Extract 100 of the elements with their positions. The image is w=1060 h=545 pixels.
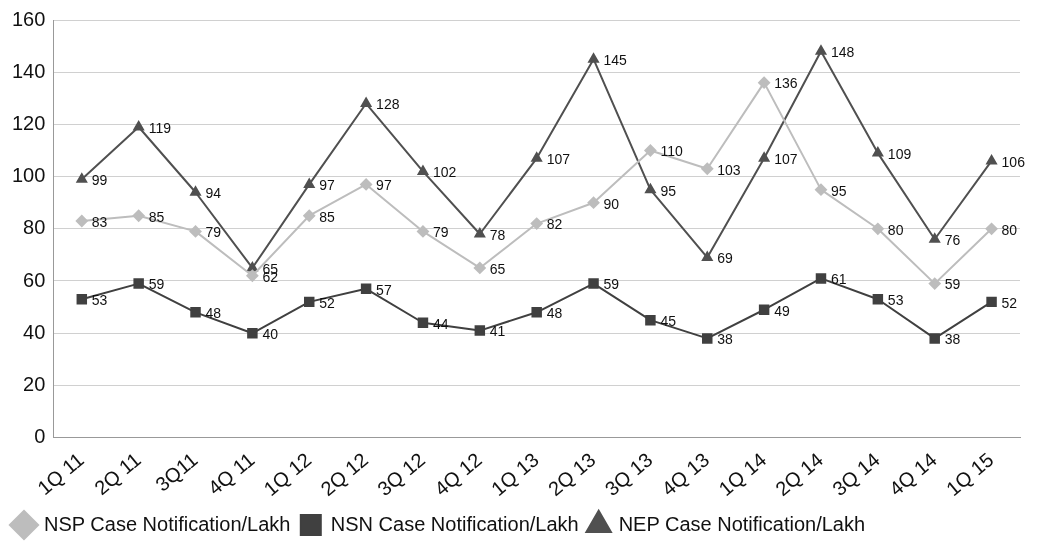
data-label: 61	[830, 271, 847, 288]
point	[701, 251, 713, 262]
data-label: 45	[660, 313, 677, 330]
y-tick-label: 0	[34, 425, 46, 448]
data-label: 94	[205, 185, 222, 202]
x-tick-label: 4Q 14	[884, 448, 941, 501]
x-tick-label: 3Q 13	[600, 448, 657, 501]
data-label: 148	[830, 44, 855, 61]
data-label: 78	[489, 226, 506, 243]
data-label: 53	[91, 292, 108, 309]
point	[474, 228, 486, 238]
data-label: 97	[319, 177, 336, 194]
point	[189, 225, 202, 238]
point	[702, 333, 713, 344]
point	[246, 269, 259, 282]
point	[645, 183, 656, 194]
point	[360, 97, 372, 108]
data-label: 48	[546, 305, 563, 322]
data-label: 82	[546, 216, 563, 233]
data-label: 38	[944, 331, 961, 348]
x-tick-label: 1Q 15	[941, 448, 998, 501]
data-label: 136	[774, 75, 798, 92]
data-label: 95	[660, 182, 677, 199]
point	[758, 304, 770, 315]
point	[929, 233, 941, 243]
data-label: 59	[603, 276, 620, 293]
y-tick-label: 160	[11, 7, 46, 30]
x-tick-label: 1Q 13	[486, 448, 543, 501]
data-label: 107	[774, 151, 798, 168]
point	[304, 296, 315, 308]
point	[872, 147, 884, 157]
data-label: 99	[91, 172, 108, 189]
data-label: 107	[546, 151, 571, 168]
legend-label: NEP Case Notification/Lakh	[618, 512, 866, 535]
data-label: 103	[717, 161, 741, 178]
data-label: 85	[319, 208, 336, 225]
point	[474, 325, 486, 336]
data-label: 109	[887, 145, 912, 162]
point	[247, 261, 258, 272]
point	[815, 45, 827, 55]
point	[247, 327, 258, 339]
data-label: 97	[376, 177, 392, 194]
point	[758, 152, 770, 162]
x-tick-label: 2Q 14	[771, 448, 828, 501]
point	[815, 273, 827, 284]
y-tick-label: 120	[11, 111, 46, 134]
point	[929, 333, 940, 344]
legend-label: NSN Case Notification/Lakh	[330, 512, 579, 535]
x-tick-label: 4Q 13	[657, 448, 714, 501]
point	[872, 294, 884, 305]
data-label: 41	[489, 323, 506, 340]
data-label: 79	[205, 224, 222, 241]
data-label: 69	[717, 250, 734, 267]
data-label: 95	[830, 182, 847, 199]
data-label: 38	[717, 331, 734, 348]
data-label: 57	[376, 281, 392, 298]
point	[531, 307, 542, 318]
data-label: 40	[262, 326, 279, 343]
legend-label: NSP Case Notification/Lakh	[44, 512, 291, 535]
point	[132, 209, 145, 222]
data-label: 76	[944, 232, 961, 249]
point	[871, 222, 884, 235]
point	[76, 294, 88, 305]
point	[986, 296, 997, 308]
point	[588, 278, 599, 289]
y-tick-label: 20	[23, 372, 46, 395]
data-label: 106	[1001, 153, 1026, 170]
point	[531, 152, 543, 162]
point	[303, 178, 315, 188]
data-label: 49	[774, 302, 790, 319]
y-tick-label: 140	[11, 59, 46, 82]
data-label: 79	[432, 224, 449, 241]
point	[986, 154, 997, 165]
data-label: 65	[489, 260, 506, 277]
data-label: 80	[887, 221, 904, 238]
x-tick-label: 1Q 11	[33, 448, 88, 500]
x-tick-label: 2Q 12	[316, 448, 373, 501]
x-tick-label: 3Q 14	[828, 448, 884, 501]
point	[701, 162, 714, 175]
point	[416, 225, 429, 238]
data-label: 145	[603, 52, 628, 69]
point	[588, 53, 599, 63]
point	[303, 209, 316, 222]
data-label: 52	[1001, 294, 1018, 311]
x-tick-label: 3Q 12	[373, 448, 430, 501]
point	[645, 314, 656, 326]
x-tick-label: 4Q 12	[430, 448, 486, 501]
y-tick-label: 40	[23, 320, 46, 343]
point	[417, 317, 429, 328]
y-tick-label: 100	[11, 164, 46, 187]
point	[758, 76, 771, 89]
data-label: 83	[91, 213, 108, 230]
point	[360, 178, 373, 191]
data-label: 90	[603, 195, 620, 212]
point	[473, 261, 486, 274]
data-label: 52	[319, 294, 336, 311]
point	[190, 307, 201, 318]
x-tick-label: 4Q 11	[203, 448, 259, 500]
data-label: 85	[148, 208, 165, 225]
data-label: 59	[944, 276, 961, 293]
